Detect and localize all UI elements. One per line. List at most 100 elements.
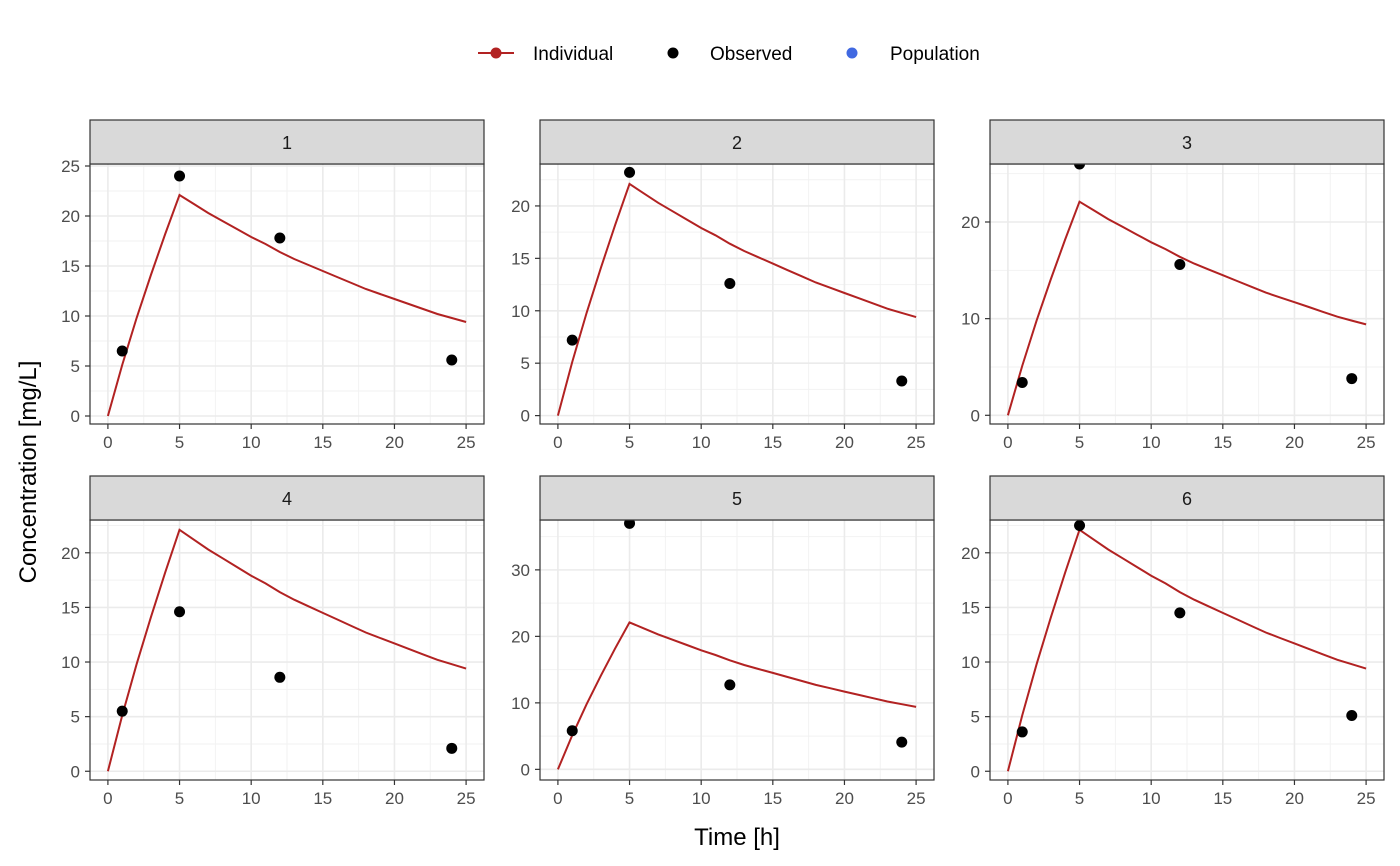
y-tick-label: 0 bbox=[971, 762, 980, 781]
observed-point bbox=[896, 736, 908, 748]
y-tick-label: 20 bbox=[961, 213, 980, 232]
legend-item-individual: Individual bbox=[478, 44, 613, 65]
panel-4: 4 0 5 10 15 20 25 0 5 10 15 20 bbox=[61, 475, 485, 808]
y-tick-label: 5 bbox=[71, 708, 80, 727]
y-tick-label: 20 bbox=[511, 627, 530, 646]
x-tick-label: 15 bbox=[313, 433, 332, 452]
x-tick-label: 10 bbox=[692, 789, 711, 808]
y-axis-title: Concentration [mg/L] bbox=[15, 361, 42, 584]
x-tick-label: 10 bbox=[242, 789, 261, 808]
legend-point-population bbox=[846, 47, 858, 59]
y-tick-label: 20 bbox=[511, 197, 530, 216]
x-tick-label: 5 bbox=[175, 433, 184, 452]
legend-point-individual bbox=[490, 47, 502, 59]
x-tick-label: 5 bbox=[1075, 789, 1084, 808]
observed-point bbox=[174, 606, 186, 618]
x-tick-label: 25 bbox=[1357, 789, 1376, 808]
y-tick-label: 15 bbox=[61, 257, 80, 276]
panel-6: 6 0 5 10 15 20 25 0 5 10 15 20 bbox=[961, 475, 1385, 808]
individual-line bbox=[106, 528, 467, 772]
strip-background bbox=[89, 119, 485, 165]
y-tick-label: 0 bbox=[71, 407, 80, 426]
x-tick-label: 5 bbox=[175, 789, 184, 808]
observed-point bbox=[896, 375, 908, 387]
individual-line bbox=[556, 621, 917, 770]
observed-point bbox=[724, 679, 736, 691]
x-tick-label: 25 bbox=[1357, 433, 1376, 452]
y-tick-label: 0 bbox=[521, 407, 530, 426]
observed-point bbox=[1016, 376, 1028, 388]
observed-point bbox=[566, 725, 578, 737]
strip-label: 4 bbox=[282, 489, 292, 509]
y-tick-label: 30 bbox=[511, 561, 530, 580]
observed-point bbox=[624, 166, 636, 178]
observed-point bbox=[1346, 710, 1358, 722]
x-tick-label: 20 bbox=[835, 433, 854, 452]
strip-background bbox=[89, 475, 485, 521]
observed-point bbox=[724, 278, 736, 290]
x-tick-label: 5 bbox=[625, 789, 634, 808]
individual-line bbox=[1006, 200, 1367, 416]
x-tick-label: 10 bbox=[1142, 433, 1161, 452]
x-tick-label: 20 bbox=[1285, 789, 1304, 808]
x-tick-label: 0 bbox=[553, 789, 562, 808]
y-tick-label: 20 bbox=[61, 207, 80, 226]
strip-label: 6 bbox=[1182, 489, 1192, 509]
x-tick-label: 20 bbox=[385, 433, 404, 452]
x-tick-label: 10 bbox=[242, 433, 261, 452]
observed-point bbox=[446, 742, 458, 754]
individual-line bbox=[556, 182, 917, 416]
legend-item-population: Population bbox=[846, 44, 980, 65]
x-tick-label: 15 bbox=[763, 433, 782, 452]
observed-point bbox=[1174, 259, 1186, 271]
x-tick-label: 25 bbox=[457, 433, 476, 452]
y-tick-label: 10 bbox=[61, 653, 80, 672]
x-tick-label: 15 bbox=[1213, 433, 1232, 452]
observed-point bbox=[116, 345, 128, 357]
x-tick-label: 0 bbox=[103, 789, 112, 808]
x-tick-label: 0 bbox=[553, 433, 562, 452]
x-tick-label: 5 bbox=[625, 433, 634, 452]
observed-point bbox=[446, 354, 458, 366]
x-tick-label: 10 bbox=[1142, 789, 1161, 808]
y-tick-label: 25 bbox=[61, 157, 80, 176]
strip-label: 2 bbox=[732, 133, 742, 153]
legend-point-observed bbox=[667, 47, 679, 59]
x-tick-label: 25 bbox=[457, 789, 476, 808]
legend-label: Observed bbox=[710, 44, 792, 65]
x-tick-label: 0 bbox=[103, 433, 112, 452]
x-tick-label: 20 bbox=[835, 789, 854, 808]
strip-background bbox=[989, 119, 1385, 165]
y-tick-label: 10 bbox=[511, 302, 530, 321]
y-tick-label: 20 bbox=[61, 544, 80, 563]
strip-label: 5 bbox=[732, 489, 742, 509]
individual-line bbox=[1006, 528, 1367, 772]
strip-background bbox=[539, 475, 935, 521]
y-tick-label: 10 bbox=[61, 307, 80, 326]
y-tick-label: 5 bbox=[71, 357, 80, 376]
observed-point bbox=[274, 671, 286, 683]
observed-point bbox=[1346, 373, 1358, 385]
x-tick-label: 25 bbox=[907, 789, 926, 808]
strip-label: 1 bbox=[282, 133, 292, 153]
observed-point bbox=[1174, 607, 1186, 619]
panel-5: 5 0 5 10 15 20 25 0 10 20 30 bbox=[511, 475, 935, 808]
y-tick-label: 15 bbox=[961, 598, 980, 617]
legend: Individual Observed Population bbox=[478, 44, 980, 65]
y-tick-label: 15 bbox=[61, 598, 80, 617]
legend-item-observed: Observed bbox=[667, 44, 792, 65]
observed-point bbox=[274, 232, 286, 244]
x-tick-label: 15 bbox=[763, 789, 782, 808]
y-tick-label: 0 bbox=[71, 762, 80, 781]
y-tick-label: 20 bbox=[961, 544, 980, 563]
x-tick-label: 5 bbox=[1075, 433, 1084, 452]
observed-point bbox=[1016, 726, 1028, 738]
strip-background bbox=[989, 475, 1385, 521]
x-tick-label: 0 bbox=[1003, 789, 1012, 808]
x-tick-label: 20 bbox=[385, 789, 404, 808]
x-tick-label: 20 bbox=[1285, 433, 1304, 452]
observed-point bbox=[1074, 519, 1086, 531]
